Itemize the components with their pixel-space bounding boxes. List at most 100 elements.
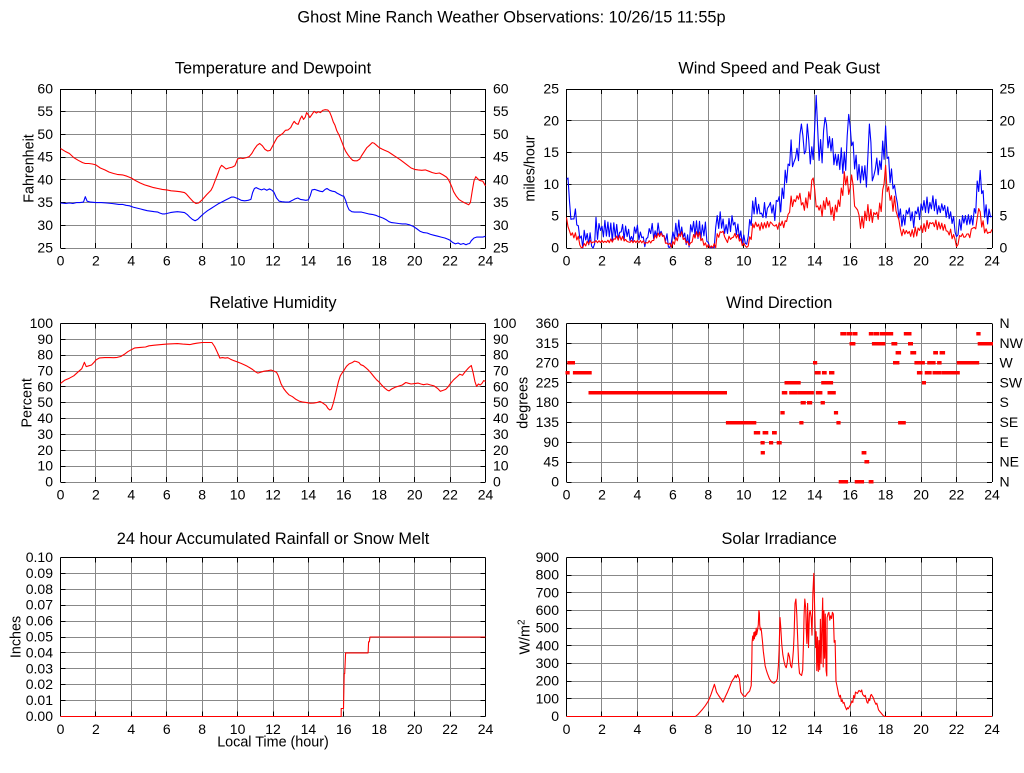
svg-text:14: 14 bbox=[301, 487, 317, 503]
svg-text:16: 16 bbox=[336, 487, 352, 503]
svg-text:0: 0 bbox=[563, 253, 571, 269]
svg-text:100: 100 bbox=[493, 315, 517, 331]
svg-text:30: 30 bbox=[493, 426, 509, 442]
svg-text:55: 55 bbox=[37, 103, 53, 119]
svg-text:miles/hour: miles/hour bbox=[523, 135, 539, 201]
svg-text:0: 0 bbox=[57, 487, 65, 503]
svg-text:12: 12 bbox=[771, 253, 787, 269]
svg-text:14: 14 bbox=[807, 253, 823, 269]
svg-text:100: 100 bbox=[536, 690, 560, 706]
svg-text:0: 0 bbox=[563, 487, 571, 503]
svg-text:0.10: 0.10 bbox=[26, 549, 53, 565]
svg-text:0: 0 bbox=[1000, 240, 1008, 256]
svg-text:225: 225 bbox=[536, 374, 560, 390]
svg-text:22: 22 bbox=[949, 253, 965, 269]
svg-text:45: 45 bbox=[493, 149, 509, 165]
svg-text:20: 20 bbox=[913, 487, 929, 503]
svg-text:10: 10 bbox=[493, 458, 509, 474]
svg-text:4: 4 bbox=[634, 253, 642, 269]
svg-text:12: 12 bbox=[771, 487, 787, 503]
svg-text:60: 60 bbox=[493, 81, 509, 97]
svg-text:10: 10 bbox=[230, 253, 246, 269]
svg-text:4: 4 bbox=[634, 721, 642, 737]
svg-text:18: 18 bbox=[371, 487, 387, 503]
svg-text:0.08: 0.08 bbox=[26, 581, 53, 597]
svg-text:50: 50 bbox=[493, 394, 509, 410]
svg-text:10: 10 bbox=[543, 176, 559, 192]
svg-text:18: 18 bbox=[878, 721, 894, 737]
svg-text:6: 6 bbox=[669, 721, 677, 737]
svg-text:180: 180 bbox=[536, 394, 560, 410]
svg-text:SE: SE bbox=[1000, 414, 1019, 430]
svg-text:SW: SW bbox=[1000, 374, 1023, 390]
svg-text:4: 4 bbox=[127, 487, 135, 503]
svg-text:Temperature and Dewpoint: Temperature and Dewpoint bbox=[175, 60, 372, 78]
svg-text:5: 5 bbox=[1000, 208, 1008, 224]
svg-text:500: 500 bbox=[536, 620, 560, 636]
svg-text:24: 24 bbox=[478, 253, 494, 269]
svg-text:80: 80 bbox=[493, 347, 509, 363]
svg-text:60: 60 bbox=[37, 378, 53, 394]
svg-text:4: 4 bbox=[127, 253, 135, 269]
svg-text:12: 12 bbox=[771, 721, 787, 737]
svg-text:W: W bbox=[1000, 355, 1014, 371]
svg-text:35: 35 bbox=[37, 194, 53, 210]
svg-text:14: 14 bbox=[807, 721, 823, 737]
svg-text:20: 20 bbox=[493, 442, 509, 458]
svg-text:0: 0 bbox=[551, 474, 559, 490]
svg-text:0.00: 0.00 bbox=[26, 708, 53, 724]
svg-text:8: 8 bbox=[704, 721, 712, 737]
svg-text:10: 10 bbox=[1000, 176, 1016, 192]
svg-text:18: 18 bbox=[371, 253, 387, 269]
svg-text:45: 45 bbox=[543, 454, 559, 470]
svg-text:40: 40 bbox=[37, 171, 53, 187]
svg-text:70: 70 bbox=[493, 363, 509, 379]
svg-text:10: 10 bbox=[736, 253, 752, 269]
svg-text:18: 18 bbox=[878, 487, 894, 503]
svg-text:6: 6 bbox=[669, 487, 677, 503]
svg-text:40: 40 bbox=[493, 171, 509, 187]
svg-text:135: 135 bbox=[536, 414, 560, 430]
svg-text:24: 24 bbox=[984, 721, 1000, 737]
svg-text:14: 14 bbox=[301, 721, 317, 737]
svg-text:22: 22 bbox=[949, 721, 965, 737]
svg-text:2: 2 bbox=[92, 721, 100, 737]
svg-text:0: 0 bbox=[57, 253, 65, 269]
svg-text:20: 20 bbox=[1000, 112, 1016, 128]
svg-text:8: 8 bbox=[704, 487, 712, 503]
svg-text:16: 16 bbox=[842, 253, 858, 269]
svg-text:25: 25 bbox=[37, 240, 53, 256]
svg-text:30: 30 bbox=[37, 426, 53, 442]
svg-text:2: 2 bbox=[598, 253, 606, 269]
svg-text:25: 25 bbox=[1000, 81, 1016, 97]
svg-text:50: 50 bbox=[37, 394, 53, 410]
svg-text:20: 20 bbox=[543, 112, 559, 128]
svg-text:24: 24 bbox=[478, 487, 494, 503]
svg-text:55: 55 bbox=[493, 103, 509, 119]
svg-text:15: 15 bbox=[1000, 144, 1016, 160]
svg-text:16: 16 bbox=[842, 487, 858, 503]
svg-text:Inches: Inches bbox=[9, 616, 25, 658]
svg-text:10: 10 bbox=[230, 721, 246, 737]
svg-text:8: 8 bbox=[198, 721, 206, 737]
svg-text:Ghost Mine Ranch Weather Obser: Ghost Mine Ranch Weather Observations: 1… bbox=[297, 9, 725, 27]
svg-text:10: 10 bbox=[736, 487, 752, 503]
svg-text:30: 30 bbox=[493, 217, 509, 233]
svg-text:0.09: 0.09 bbox=[26, 565, 53, 581]
svg-text:degrees: degrees bbox=[516, 377, 532, 429]
svg-text:24: 24 bbox=[984, 253, 1000, 269]
svg-text:25: 25 bbox=[543, 81, 559, 97]
svg-text:90: 90 bbox=[543, 434, 559, 450]
svg-text:60: 60 bbox=[37, 81, 53, 97]
svg-text:800: 800 bbox=[536, 567, 560, 583]
svg-text:50: 50 bbox=[493, 126, 509, 142]
svg-text:24: 24 bbox=[478, 721, 494, 737]
svg-text:0.04: 0.04 bbox=[26, 644, 53, 660]
svg-text:8: 8 bbox=[198, 487, 206, 503]
svg-text:0: 0 bbox=[57, 721, 65, 737]
svg-text:NE: NE bbox=[1000, 454, 1019, 470]
svg-text:8: 8 bbox=[198, 253, 206, 269]
svg-text:20: 20 bbox=[37, 442, 53, 458]
svg-text:16: 16 bbox=[336, 253, 352, 269]
svg-text:700: 700 bbox=[536, 584, 560, 600]
